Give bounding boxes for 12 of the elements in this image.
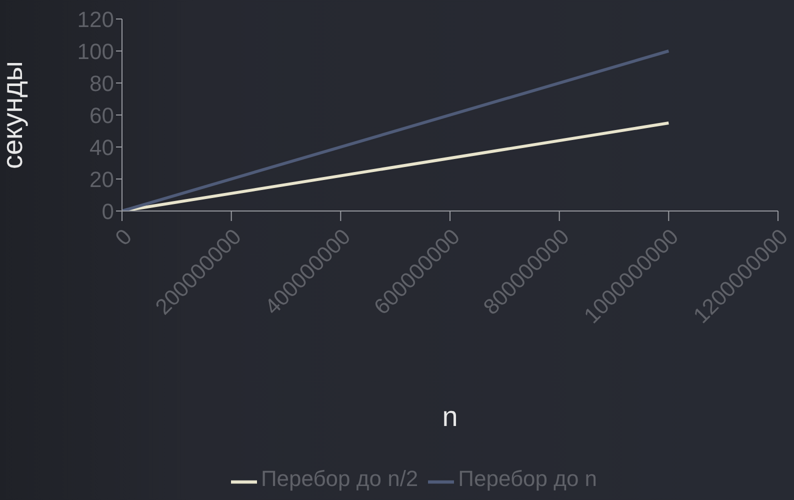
y-tick-label: 100: [77, 38, 114, 64]
legend-label: Перебор до n: [458, 466, 598, 491]
y-tick-label: 80: [90, 70, 114, 96]
y-tick-label: 20: [90, 166, 114, 192]
x-tick-label: 0: [110, 224, 137, 250]
y-axis-title: секунды: [0, 60, 28, 170]
legend-label: Перебор до n/2: [260, 466, 418, 491]
y-tick-label: 120: [77, 6, 114, 32]
y-tick-label: 0: [102, 198, 114, 224]
x-axis-title: n: [442, 401, 458, 432]
y-tick-label: 40: [90, 134, 114, 160]
y-tick-label: 60: [90, 102, 114, 128]
